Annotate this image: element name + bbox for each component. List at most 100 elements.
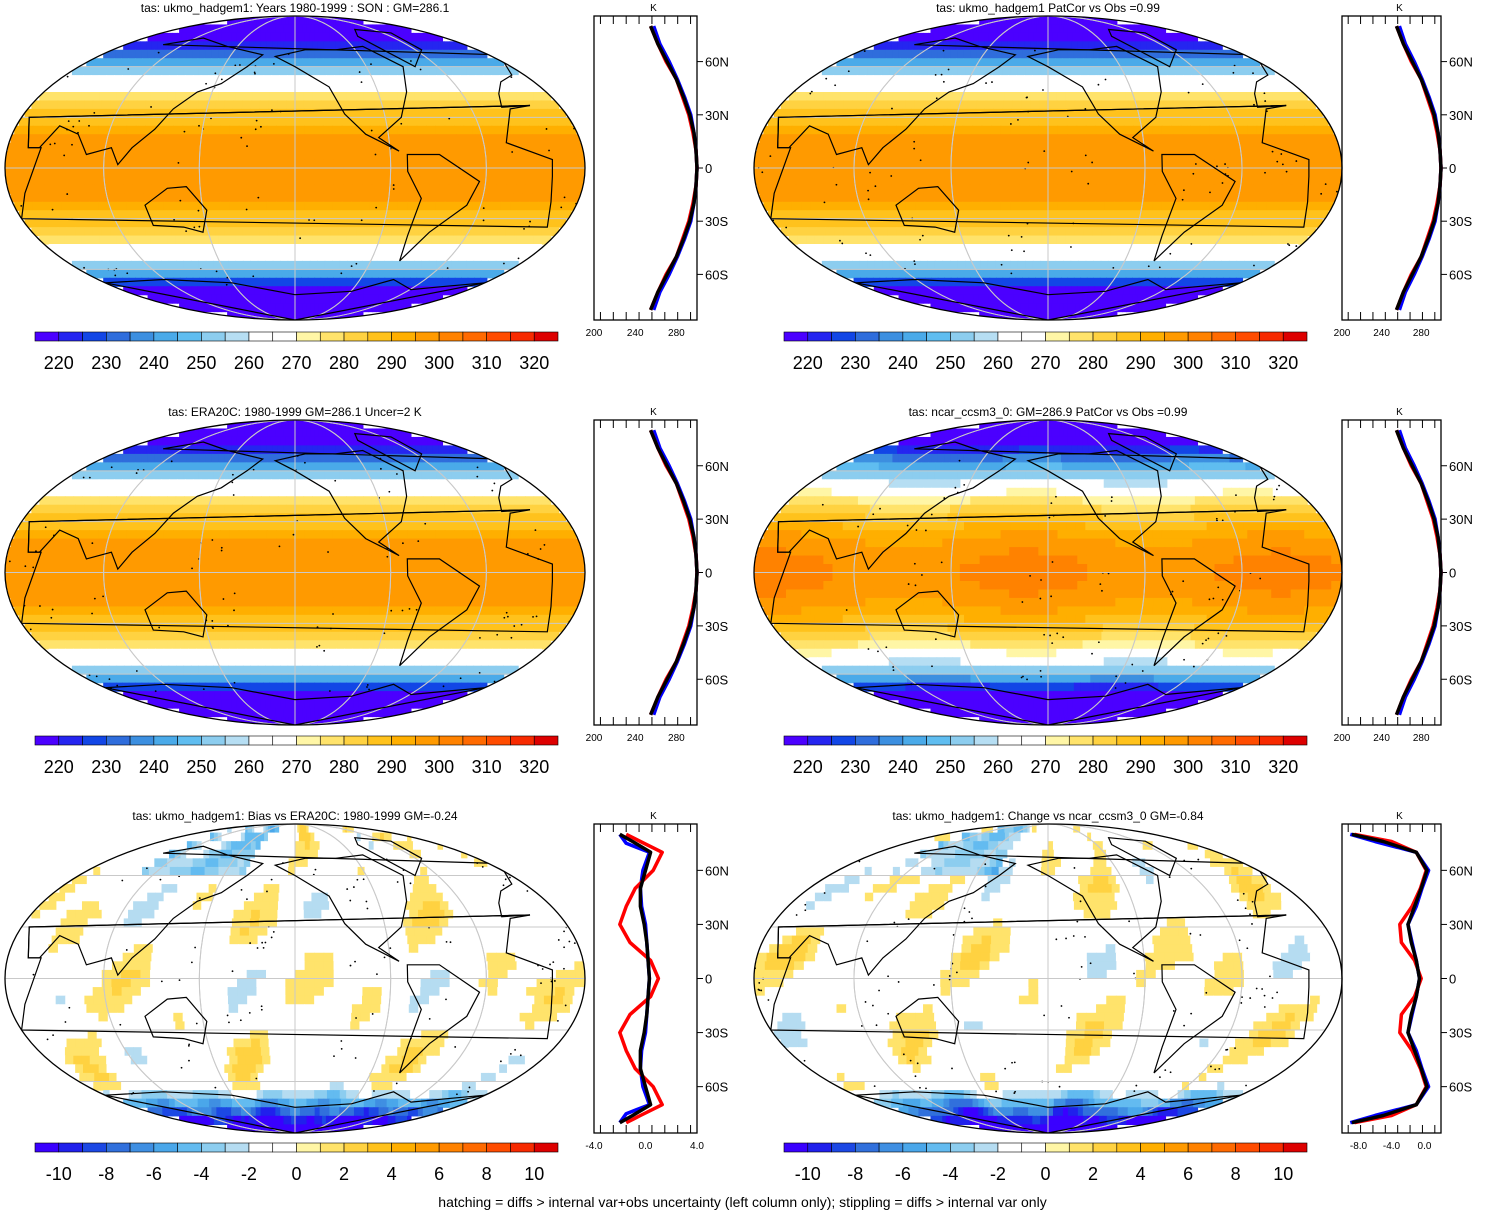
map-border — [4, 419, 586, 726]
panel-title: tas: ukmo_hadgem1: Years 1980-1999 : SON… — [141, 1, 450, 15]
colorbar-label: 320 — [519, 757, 549, 777]
lat-label: 30S — [1449, 1026, 1472, 1041]
colorbar-swatch — [415, 331, 440, 342]
colorbar-swatch — [855, 331, 880, 342]
colorbar-swatch — [486, 331, 511, 342]
panel-title: tas: ukmo_hadgem1 PatCor vs Obs =0.99 — [936, 1, 1160, 15]
colorbar-swatch — [201, 735, 226, 746]
colorbar-swatch — [82, 331, 107, 342]
colorbar-swatch — [1045, 331, 1070, 342]
colorbar-label: -10 — [46, 1164, 72, 1184]
coastline — [273, 45, 408, 152]
colorbar-swatch — [1140, 331, 1165, 342]
colorbar-swatch — [129, 735, 155, 746]
coastline — [855, 1091, 1241, 1133]
colorbar-label: 310 — [472, 353, 502, 373]
colorbar-swatch — [950, 735, 975, 746]
profile-xtick: 0.0 — [1418, 1141, 1432, 1152]
profile-line-obs — [618, 832, 664, 1125]
colorbar-swatch — [1092, 735, 1118, 746]
colorbar: 220 230 240 250 260 270 280 290 300 310 320 — [783, 331, 1308, 373]
colorbar-label: 230 — [840, 757, 870, 777]
coastline — [20, 914, 554, 1040]
colorbar-swatch — [783, 1142, 809, 1153]
lat-label: 60N — [705, 459, 729, 474]
colorbar-swatch — [1021, 331, 1046, 342]
map-border — [4, 823, 586, 1134]
coastline — [353, 28, 423, 68]
colorbar-label: 260 — [983, 353, 1013, 373]
colorbar-swatch — [533, 735, 559, 746]
lat-label: 0 — [705, 566, 712, 581]
colorbar-swatch — [533, 331, 559, 342]
colorbar-label: 240 — [139, 757, 169, 777]
profile-line-model — [1351, 832, 1429, 1125]
lat-label: 60S — [1449, 1080, 1472, 1095]
coastline — [1026, 45, 1162, 152]
colorbar-swatch — [1164, 331, 1189, 342]
panel-title: tas: ukmo_hadgem1: Bias vs ERA20C: 1980-… — [132, 809, 458, 823]
zonal-profile: K 60N 30N 0 30S 60S 200 240 280 — [1334, 3, 1473, 339]
lat-label: 0 — [1449, 161, 1456, 176]
colorbar-swatch — [438, 735, 464, 746]
lat-label: 60N — [1449, 55, 1473, 70]
colorbar-swatch — [950, 331, 975, 342]
map-panel-6 — [754, 824, 1342, 1133]
coastline — [855, 683, 1241, 725]
coastline — [399, 964, 481, 1074]
colorbar-swatch — [1116, 735, 1141, 746]
colorbar: 220 230 240 250 260 270 280 290 300 310 320 — [34, 331, 559, 373]
colorbar-swatch — [831, 1142, 856, 1153]
profile-line-ref — [1397, 25, 1443, 311]
profile-line-ref — [652, 25, 699, 311]
colorbar-swatch — [533, 1142, 559, 1153]
colorbar-swatch — [272, 1142, 297, 1153]
colorbar-label: -10 — [795, 1164, 821, 1184]
profile-xtick: 200 — [586, 328, 603, 339]
lat-label: 30S — [1449, 619, 1472, 634]
colorbar: -10 -8 -6 -4 -2 0 2 4 6 8 10 — [783, 1142, 1308, 1184]
colorbar-swatch — [367, 1142, 392, 1153]
colorbar: 220 230 240 250 260 270 280 290 300 310 320 — [783, 735, 1308, 777]
coastline — [144, 996, 208, 1045]
profile-line-model — [1394, 429, 1443, 716]
colorbar-label: 4 — [1136, 1164, 1146, 1184]
profile-xtick: 240 — [627, 328, 644, 339]
colorbar-label: 8 — [482, 1164, 492, 1184]
colorbar-swatch — [1259, 1142, 1284, 1153]
lat-label: 30N — [1449, 512, 1473, 527]
coastline — [353, 837, 423, 877]
colorbar-swatch — [926, 735, 951, 746]
colorbar-swatch — [177, 1142, 202, 1153]
colorbar-label: 8 — [1231, 1164, 1241, 1184]
colorbar-label: 220 — [44, 353, 74, 373]
colorbar-label: 220 — [44, 757, 74, 777]
colorbar-swatch — [391, 331, 416, 342]
colorbar-label: 240 — [139, 353, 169, 373]
colorbar-label: 0 — [291, 1164, 301, 1184]
colorbar-label: -8 — [847, 1164, 863, 1184]
coastline — [1026, 449, 1162, 557]
colorbar-swatch — [319, 331, 345, 342]
colorbar-label: -2 — [241, 1164, 257, 1184]
profile-unit: K — [1396, 811, 1403, 822]
colorbar-swatch — [224, 735, 250, 746]
profile-unit: K — [1396, 407, 1403, 418]
lat-label: 60N — [705, 55, 729, 70]
colorbar-label: 310 — [1221, 757, 1251, 777]
colorbar-label: -6 — [146, 1164, 162, 1184]
profile-line-model — [1394, 25, 1443, 311]
profile-line-model — [648, 429, 699, 716]
colorbar-label: 270 — [281, 353, 311, 373]
panel-4: tas: ncar_ccsm3_0: GM=286.9 PatCor vs Ob… — [753, 405, 1473, 777]
colorbar-label: -2 — [990, 1164, 1006, 1184]
profile-unit: K — [650, 3, 657, 14]
colorbar-label: 280 — [329, 757, 359, 777]
coastline — [895, 185, 960, 233]
coastline — [353, 432, 423, 472]
profile-xtick: 240 — [1373, 328, 1390, 339]
colorbar-swatch — [1068, 735, 1094, 746]
map-panel-3 — [5, 420, 585, 725]
colorbar-label: 310 — [472, 757, 502, 777]
panel-6: tas: ukmo_hadgem1: Change vs ncar_ccsm3_… — [753, 809, 1473, 1184]
